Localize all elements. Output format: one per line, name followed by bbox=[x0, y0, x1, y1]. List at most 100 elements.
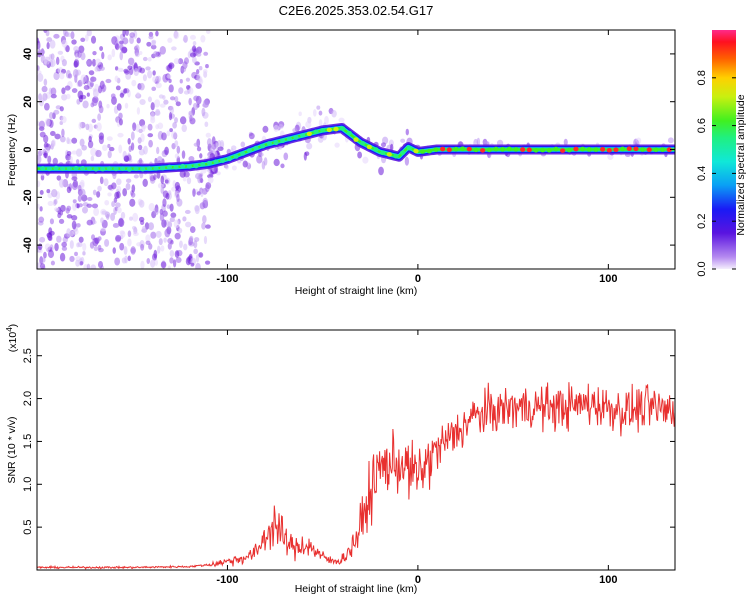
noise-point bbox=[184, 209, 191, 215]
ridge-point bbox=[106, 166, 112, 171]
noise-point bbox=[157, 122, 164, 130]
noise-point bbox=[91, 58, 97, 67]
noise-point bbox=[53, 109, 60, 115]
noise-point bbox=[97, 113, 102, 121]
noise-point bbox=[204, 260, 211, 265]
noise-point bbox=[305, 121, 312, 129]
noise-point bbox=[43, 56, 50, 65]
noise-point bbox=[137, 144, 143, 151]
noise-point bbox=[55, 56, 60, 65]
noise-point bbox=[169, 96, 176, 101]
noise-point bbox=[173, 58, 180, 65]
noise-point bbox=[198, 252, 204, 258]
noise-point bbox=[115, 85, 121, 91]
noise-point bbox=[58, 218, 65, 224]
noise-point bbox=[164, 146, 169, 156]
noise-point bbox=[127, 238, 132, 247]
y-multiplier: (x104) bbox=[5, 324, 19, 352]
noise-point bbox=[37, 180, 41, 188]
noise-point bbox=[91, 118, 97, 124]
noise-point bbox=[43, 251, 47, 259]
noise-point bbox=[169, 250, 175, 257]
ridge-point bbox=[480, 148, 486, 153]
noise-point bbox=[101, 51, 105, 60]
noise-point bbox=[66, 137, 70, 145]
noise-point bbox=[173, 31, 180, 40]
noise-point bbox=[72, 69, 79, 78]
noise-point bbox=[174, 153, 180, 159]
noise-point bbox=[85, 123, 90, 131]
noise-point bbox=[127, 137, 131, 145]
noise-point bbox=[158, 94, 164, 99]
noise-point bbox=[157, 182, 164, 189]
noise-point bbox=[79, 138, 85, 147]
noise-point bbox=[97, 247, 104, 253]
noise-point bbox=[83, 85, 90, 91]
noise-point bbox=[71, 220, 77, 230]
ridge-point bbox=[540, 147, 546, 153]
top-y-tick-label: -40 bbox=[22, 237, 34, 253]
colorbar-label: Normalized spectral amplitude bbox=[735, 94, 747, 235]
noise-point bbox=[204, 121, 209, 128]
noise-point bbox=[179, 240, 183, 249]
ridge-point bbox=[506, 146, 512, 152]
noise-point bbox=[99, 46, 104, 51]
noise-point bbox=[138, 50, 143, 56]
noise-point bbox=[73, 60, 78, 68]
noise-point bbox=[125, 30, 129, 36]
noise-point bbox=[123, 88, 128, 94]
ridge-point bbox=[653, 147, 659, 153]
noise-point bbox=[93, 207, 100, 217]
noise-point bbox=[97, 236, 102, 241]
noise-point bbox=[123, 246, 128, 255]
noise-point bbox=[131, 79, 137, 87]
bottom-y-tick-label: 2.0 bbox=[22, 391, 34, 406]
bottom-y-tick-label: 0.5 bbox=[22, 519, 34, 534]
noise-point bbox=[48, 112, 54, 120]
noise-point bbox=[168, 62, 175, 69]
noise-point bbox=[81, 144, 87, 151]
noise-point bbox=[176, 145, 181, 154]
noise-point bbox=[77, 194, 82, 202]
noise-point bbox=[156, 75, 162, 83]
ridge-point bbox=[460, 146, 466, 152]
ridge-point bbox=[120, 166, 126, 171]
noise-point bbox=[292, 128, 298, 133]
noise-point bbox=[38, 216, 45, 223]
noise-point bbox=[138, 82, 145, 91]
ridge-point bbox=[600, 147, 606, 152]
noise-point bbox=[116, 207, 122, 214]
noise-point bbox=[86, 219, 93, 226]
noise-point bbox=[93, 246, 99, 252]
noise-point bbox=[256, 155, 263, 164]
noise-point bbox=[188, 87, 194, 95]
noise-point bbox=[84, 34, 89, 42]
noise-point bbox=[306, 142, 313, 150]
noise-point bbox=[172, 121, 177, 129]
noise-point bbox=[205, 224, 211, 229]
noise-point bbox=[79, 188, 86, 198]
noise-point bbox=[148, 139, 153, 148]
noise-point bbox=[53, 71, 60, 81]
noise-point bbox=[188, 97, 192, 106]
noise-point bbox=[189, 114, 193, 122]
noise-point bbox=[87, 197, 93, 202]
noise-point bbox=[44, 117, 51, 127]
noise-point bbox=[114, 66, 119, 71]
noise-point bbox=[80, 37, 86, 43]
noise-point bbox=[189, 235, 194, 242]
noise-point bbox=[154, 110, 161, 116]
colorbar-gradient bbox=[712, 30, 736, 269]
bottom-y-tick-label: 1.0 bbox=[22, 477, 34, 492]
ridge-point bbox=[606, 147, 612, 153]
noise-point bbox=[170, 212, 177, 218]
noise-point bbox=[202, 215, 207, 224]
noise-point bbox=[130, 192, 136, 198]
noise-point bbox=[110, 212, 116, 222]
noise-point bbox=[108, 146, 115, 152]
noise-point bbox=[147, 133, 154, 138]
noise-point bbox=[48, 235, 53, 241]
noise-point bbox=[198, 66, 203, 71]
noise-point bbox=[205, 64, 209, 69]
noise-point bbox=[171, 186, 177, 192]
